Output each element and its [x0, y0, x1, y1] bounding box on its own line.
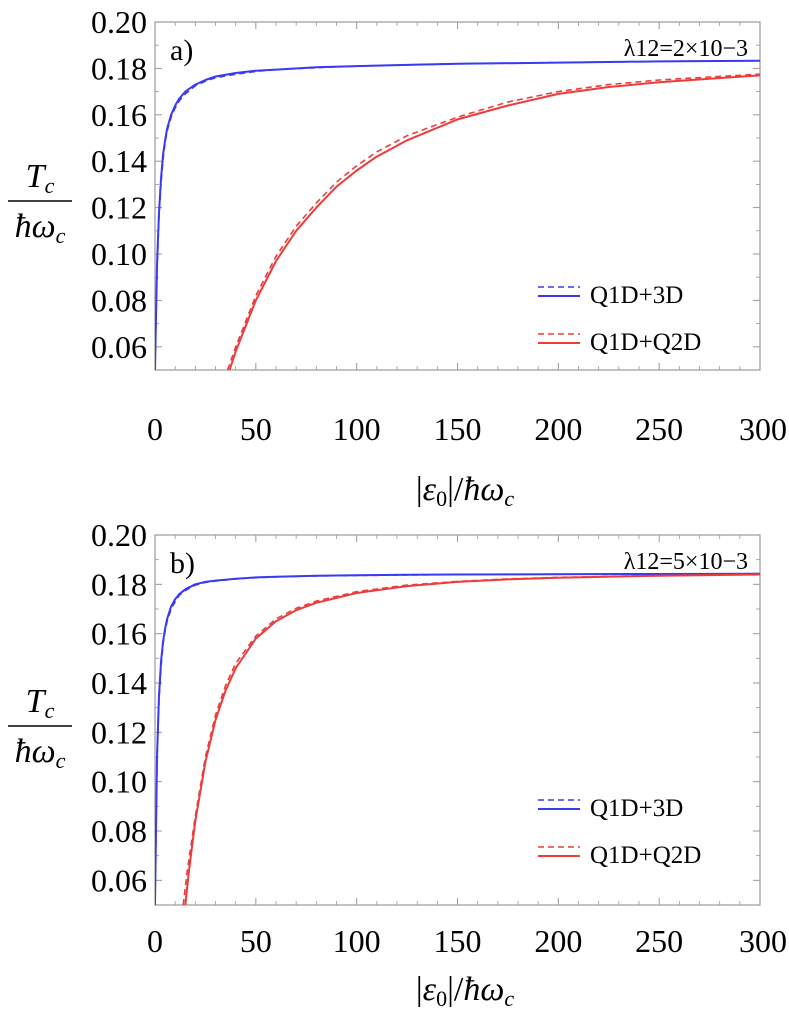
y-tick-label: 0.16 — [91, 97, 147, 133]
x-tick-label: 50 — [240, 923, 272, 959]
y-tick-label: 0.12 — [91, 190, 147, 226]
x-tick-label: 150 — [434, 411, 482, 447]
x-tick-label: 200 — [534, 411, 582, 447]
y-tick-label: 0.06 — [91, 329, 147, 365]
parameter-label: λ12=2×10−3 — [624, 36, 748, 62]
y-tick-label: 0.08 — [91, 813, 147, 849]
series-red-dashed-line — [182, 573, 760, 905]
x-tick-label: 0 — [147, 923, 163, 959]
legend-entry-label: Q1D+Q2D — [590, 842, 701, 869]
y-label-numerator: Tc — [26, 683, 55, 723]
y-tick-label: 0.14 — [91, 143, 147, 179]
panel-label: b) — [170, 547, 195, 580]
legend-entry-label: Q1D+Q2D — [590, 329, 701, 356]
y-tick-label: 0.18 — [91, 50, 147, 86]
y-tick-label: 0.20 — [91, 517, 147, 553]
panel-a: 0 50 100 150 200 250 300 0.06 0.08 0.10 0.12 0.14 0.… — [8, 4, 787, 511]
x-tick-label: 300 — [739, 411, 787, 447]
parameter-label: λ12=5×10−3 — [624, 549, 748, 575]
x-tick-label: 100 — [333, 923, 381, 959]
series-red-solid-line — [228, 74, 760, 370]
y-tick-label: 0.20 — [91, 4, 147, 40]
y-tick-label: 0.10 — [91, 764, 147, 800]
y-tick-label: 0.12 — [91, 714, 147, 750]
series-blue-dashed-line — [155, 572, 760, 905]
x-tick-label: 100 — [333, 411, 381, 447]
y-label-numerator: Tc — [26, 158, 55, 198]
y-tick-label: 0.10 — [91, 236, 147, 272]
y-tick-label: 0.16 — [91, 616, 147, 652]
y-axis-label: Tc ħωc — [8, 158, 72, 248]
x-tick-label: 150 — [434, 923, 482, 959]
series-red-dashed-line — [226, 73, 760, 370]
x-axis-label: |ε0|/ħωc — [416, 971, 515, 1011]
y-label-denominator: ħωc — [15, 208, 66, 248]
x-axis-label: |ε0|/ħωc — [416, 471, 515, 511]
y-tick-label: 0.18 — [91, 566, 147, 602]
panel-b: 0 50 100 150 200 250 300 0.06 0.08 0.10 0.12 0.14 0.… — [8, 517, 787, 1011]
x-tick-label: 50 — [240, 411, 272, 447]
x-tick-label: 0 — [147, 411, 163, 447]
legend-entry-label: Q1D+3D — [590, 795, 683, 822]
y-tick-label: 0.06 — [91, 862, 147, 898]
y-tick-label: 0.08 — [91, 282, 147, 318]
y-axis-label: Tc ħωc — [8, 683, 72, 773]
legend-entry-label: Q1D+3D — [590, 282, 683, 309]
y-label-denominator: ħωc — [15, 733, 66, 773]
panel-label: a) — [170, 34, 193, 67]
plot-frame — [154, 21, 761, 371]
x-tick-label: 200 — [534, 923, 582, 959]
x-tick-label: 300 — [739, 923, 787, 959]
x-tick-label: 250 — [635, 923, 683, 959]
y-tick-label: 0.14 — [91, 665, 147, 701]
x-tick-label: 250 — [635, 411, 683, 447]
